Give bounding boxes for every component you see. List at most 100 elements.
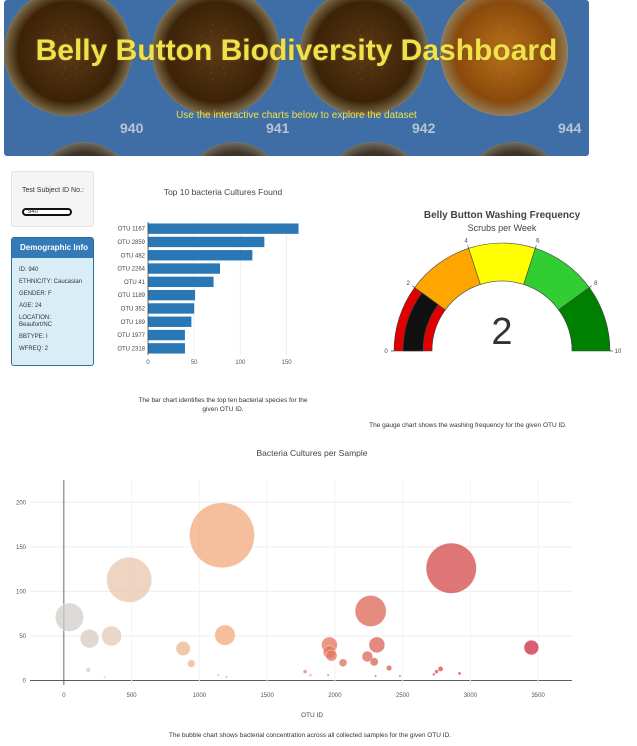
demographic-row: ETHNICITY: Caucasian: [19, 279, 83, 285]
bubble-point[interactable]: [369, 657, 379, 667]
bar[interactable]: [148, 343, 185, 354]
demographic-row: ID: 940: [19, 267, 39, 273]
bar-y-tick-label: OTU 2318: [117, 346, 145, 352]
gauge-subtitle: Scrubs per Week: [468, 223, 537, 233]
demographic-row: GENDER: F: [19, 291, 52, 297]
bubble-point[interactable]: [368, 636, 386, 654]
bar-y-tick-label: OTU 482: [121, 253, 146, 259]
gauge-value-bar: [402, 292, 439, 352]
bubble-point[interactable]: [189, 502, 255, 569]
bubble-x-tick-label: 0: [62, 693, 66, 699]
bubble-y-tick-label: 200: [16, 500, 27, 506]
demographic-row: LOCATION: Beaufort/NC: [19, 315, 53, 328]
bubble-point[interactable]: [302, 669, 308, 674]
gauge-value: 2: [491, 311, 512, 353]
bubble-point[interactable]: [425, 542, 477, 594]
bubble-y-tick-label: 150: [16, 545, 27, 551]
bar[interactable]: [148, 303, 195, 314]
demographic-row: BBTYPE: I: [19, 334, 48, 340]
washing-frequency-gauge[interactable]: Belly Button Washing Frequency Scrubs pe…: [375, 203, 630, 363]
page-subtitle: Use the interactive charts below to expl…: [176, 110, 417, 121]
bubble-point[interactable]: [309, 673, 312, 677]
bubble-point[interactable]: [325, 649, 338, 662]
bar[interactable]: [148, 276, 214, 288]
bubble-y-tick-label: 50: [19, 634, 26, 640]
bubble-point[interactable]: [106, 557, 152, 603]
bubble-point[interactable]: [398, 674, 402, 678]
bubble-point[interactable]: [101, 625, 122, 647]
bubble-point[interactable]: [386, 665, 393, 672]
bar-y-tick-label: OTU 352: [121, 306, 146, 312]
bubble-point[interactable]: [214, 624, 236, 646]
bubble-point[interactable]: [216, 673, 220, 677]
hero-banner: 940 941 942 944 Belly Button Biodiversit…: [4, 0, 589, 156]
bubble-point[interactable]: [437, 666, 444, 672]
bar[interactable]: [148, 223, 299, 234]
page-title: Belly Button Biodiversity Dashboard: [35, 34, 558, 67]
bubble-point[interactable]: [457, 671, 462, 676]
bar[interactable]: [148, 329, 185, 341]
bar-x-tick-label: 100: [235, 360, 246, 366]
bubble-point[interactable]: [374, 674, 377, 678]
bubble-point[interactable]: [225, 675, 228, 679]
bar-x-tick-label: 150: [282, 360, 293, 366]
dish-number: 942: [412, 120, 436, 136]
bubble-y-tick-label: 0: [23, 679, 27, 685]
subject-selector-label: Test Subject ID No.:: [22, 187, 84, 194]
bubble-chart-caption: The bubble chart shows bacterial concent…: [168, 732, 452, 739]
gauge-tick-label: 2: [406, 281, 410, 287]
bubble-point[interactable]: [55, 602, 84, 632]
bar-chart-title: Top 10 bacteria Cultures Found: [164, 187, 283, 197]
bubble-point[interactable]: [175, 641, 191, 656]
bubble-x-tick-label: 3500: [531, 693, 545, 699]
bar-y-tick-label: OTU 1977: [117, 333, 145, 339]
bar-y-tick-label: OTU 189: [121, 320, 146, 326]
petri-dish-image: [300, 0, 428, 116]
bubble-point[interactable]: [326, 673, 330, 677]
bubble-point[interactable]: [434, 669, 439, 674]
petri-dish-image: [184, 142, 284, 156]
bubble-point[interactable]: [187, 659, 196, 668]
bubble-point[interactable]: [338, 658, 348, 667]
bar[interactable]: [148, 289, 196, 301]
bubble-chart-title: Bacteria Cultures per Sample: [256, 448, 367, 458]
bubble-chart[interactable]: Bacteria Cultures per Sample 0 50 100 150 20…: [0, 440, 637, 725]
petri-dish-image: [152, 0, 280, 116]
bar[interactable]: [148, 250, 253, 261]
demographic-info-panel: Demographic Info ID: 940 ETHNICITY: Cauc…: [11, 237, 94, 366]
petri-dish-image: [4, 0, 132, 116]
bubble-x-tick-label: 2500: [396, 693, 410, 699]
gauge-tick-label: 4: [464, 239, 468, 245]
demographic-info-body: ID: 940 ETHNICITY: Caucasian GENDER: F A…: [12, 258, 93, 353]
bar[interactable]: [148, 263, 221, 274]
gauge-title: Belly Button Washing Frequency: [424, 210, 581, 221]
subject-id-dropdown[interactable]: 940: [22, 208, 72, 216]
gauge-band: [558, 287, 611, 352]
subject-selector-panel: Test Subject ID No.: 940: [11, 171, 94, 227]
top10-bar-chart[interactable]: Top 10 bacteria Cultures Found 0 50 100 150…: [105, 180, 310, 375]
bar[interactable]: [148, 316, 192, 327]
bubble-point[interactable]: [79, 629, 100, 649]
gauge-tick: [589, 285, 593, 288]
gauge-tick: [535, 245, 537, 249]
bubble-point[interactable]: [85, 667, 91, 673]
bubble-point[interactable]: [361, 650, 373, 663]
dish-number: 941: [266, 120, 290, 136]
gauge-tick-label: 8: [594, 281, 598, 287]
bar-y-tick-label: OTU 2264: [117, 267, 145, 273]
gauge-tick: [411, 285, 415, 288]
bubble-x-tick-label: 1500: [260, 693, 274, 699]
bubble-point[interactable]: [103, 675, 106, 679]
bubble-x-tick-label: 2000: [328, 693, 342, 699]
petri-dish-image: [440, 0, 568, 116]
petri-dish-image: [324, 142, 424, 156]
dish-number: 944: [558, 120, 582, 136]
bubble-point[interactable]: [432, 672, 436, 676]
bubble-point[interactable]: [523, 639, 539, 656]
bar[interactable]: [148, 236, 265, 248]
bubble-x-tick-label: 3000: [464, 693, 478, 699]
bubble-point[interactable]: [354, 595, 387, 627]
bar-y-tick-label: OTU 1189: [118, 293, 146, 299]
demographic-info-title: Demographic Info: [12, 238, 93, 258]
gauge-tick-label: 6: [536, 239, 540, 245]
